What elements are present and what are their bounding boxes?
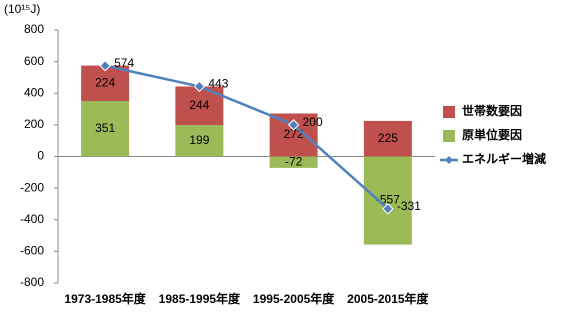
line-marker (193, 80, 206, 93)
legend-swatch (443, 130, 455, 142)
legend-label: 世帯数要因 (462, 103, 522, 118)
x-tick-label: 1995-2005年度 (253, 291, 335, 306)
y-tick-label: 400 (24, 85, 44, 99)
bar-value-label: 224 (95, 75, 115, 89)
line-value-label: 200 (303, 115, 323, 129)
line-marker (287, 119, 300, 131)
x-tick-label: 1973-1985年度 (64, 291, 146, 306)
y-tick-label: -200 (20, 180, 44, 194)
y-tick-label: 200 (24, 117, 44, 131)
legend-swatch (443, 106, 455, 118)
legend-marker (445, 156, 453, 164)
bar-value-label: -72 (285, 154, 303, 168)
bar-value-label: 199 (189, 133, 209, 147)
legend-label: 原単位要因 (462, 127, 522, 142)
line-marker (99, 60, 111, 72)
line-value-label: 443 (208, 77, 228, 91)
bar (363, 120, 412, 157)
bar (363, 156, 412, 245)
y-tick-label: -400 (20, 212, 44, 226)
y-tick-label: 800 (24, 22, 44, 36)
y-tick-label: 600 (24, 54, 44, 68)
bar (81, 100, 130, 157)
bar (81, 65, 130, 101)
bar-value-label: 351 (95, 121, 115, 135)
x-tick-label: 1985-1995年度 (159, 291, 241, 306)
line-value-label: 574 (114, 56, 134, 70)
unit-label: (10¹⁵J) (4, 2, 40, 16)
line-marker (382, 203, 394, 215)
legend-label: エネルギー増減 (462, 151, 546, 166)
y-tick-label: -800 (20, 275, 44, 289)
y-tick-label: 0 (37, 149, 44, 163)
bar-value-label: 244 (189, 98, 209, 112)
line-value-label: -331 (397, 199, 421, 213)
bar (175, 125, 224, 157)
x-tick-label: 2005-2015年度 (347, 291, 429, 306)
y-tick-label: -600 (20, 244, 44, 258)
line (104, 64, 389, 210)
bar-value-label: 225 (378, 131, 398, 145)
bar (269, 156, 318, 168)
